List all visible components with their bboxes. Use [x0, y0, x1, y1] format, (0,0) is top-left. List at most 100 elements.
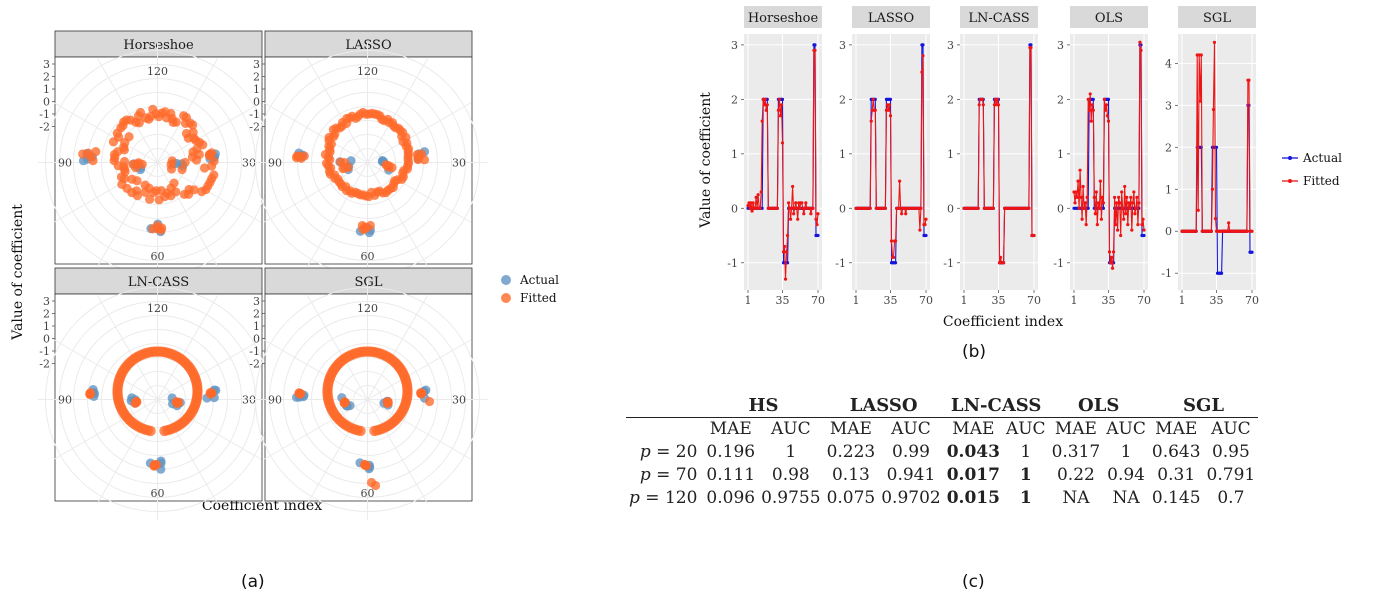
- angle-label: 90: [58, 394, 72, 407]
- angle-label: 60: [361, 250, 375, 263]
- series-point-fitted: [868, 206, 872, 210]
- radial-tick-label: 3: [43, 58, 50, 71]
- y-tick-label: 2: [1165, 141, 1172, 154]
- table-subheader: AUC: [1103, 417, 1149, 441]
- radial-tick-label: -1: [249, 108, 260, 121]
- grid-spoke: [367, 295, 428, 400]
- table-subheader: AUC: [758, 417, 824, 441]
- series-point-fitted: [891, 255, 896, 259]
- row-label-equals: =: [639, 488, 665, 508]
- data-point: [83, 148, 93, 158]
- series-point-fitted: [871, 97, 875, 101]
- row-label: p = 20: [626, 441, 703, 464]
- legend-label-fitted: Fitted: [520, 291, 557, 305]
- series-point-fitted: [1096, 201, 1100, 205]
- row-label-variable: p: [629, 488, 640, 508]
- grid-spoke: [367, 162, 428, 267]
- data-point: [188, 147, 198, 157]
- series-point-fitted: [758, 206, 762, 210]
- radial-tick-label: -2: [249, 121, 260, 134]
- metrics-table: HS LASSO LN-CASS OLS SGL MAE AUC MAE AUC…: [626, 394, 1259, 510]
- data-point: [91, 147, 101, 157]
- grid-spoke: [157, 102, 262, 163]
- point-group: [291, 107, 430, 238]
- series-point-fitted: [763, 97, 767, 101]
- panel-strip: [264, 267, 473, 295]
- series-point-actual: [780, 97, 785, 101]
- panel-strip: [1178, 6, 1256, 28]
- table-cell: 0.7: [1217, 488, 1245, 508]
- table-cell: 1: [1120, 442, 1132, 462]
- table-cell: 0.99: [892, 442, 930, 462]
- series-point-fitted: [748, 206, 752, 210]
- panel-strip: [852, 6, 930, 28]
- grid-spoke: [157, 162, 218, 267]
- caption-c: (c): [962, 572, 985, 592]
- radial-tick-label: 1: [43, 320, 50, 333]
- line-panel: OLS -1 0 1 2 3 1 35 70: [1053, 6, 1151, 307]
- data-point: [192, 383, 203, 394]
- series-point-fitted: [1078, 168, 1082, 172]
- grid-spoke: [97, 295, 158, 400]
- series-point-fitted: [893, 239, 898, 243]
- data-point: [85, 388, 95, 398]
- angle-label: 60: [361, 487, 375, 500]
- series-point-fitted: [1082, 206, 1086, 210]
- data-point: [131, 397, 141, 407]
- panel-title: LN-CASS: [128, 275, 189, 290]
- series-point-fitted: [1001, 261, 1006, 265]
- series-point-fitted: [1136, 223, 1140, 227]
- series-point-fitted: [762, 103, 766, 107]
- x-tick-label: 35: [1101, 294, 1115, 307]
- x-tick-label: 1: [1179, 294, 1186, 307]
- series-point-fitted: [1213, 217, 1218, 221]
- series-point-fitted: [869, 119, 873, 123]
- data-point: [206, 161, 217, 171]
- grid-spoke: [307, 58, 368, 163]
- x-axis-label: Coefficient index: [202, 498, 322, 514]
- series-point-fitted: [980, 97, 984, 101]
- series-point-fitted: [1125, 195, 1129, 200]
- angle-label: 30: [452, 157, 466, 170]
- y-tick-label: 2: [947, 93, 954, 106]
- x-tick-label: 1: [853, 294, 860, 307]
- series-point-fitted: [765, 103, 769, 107]
- radial-tick-label: 2: [253, 71, 260, 84]
- data-point: [383, 162, 393, 172]
- series-point-fitted: [1027, 206, 1031, 210]
- series-point-actual: [785, 261, 790, 265]
- series-point-actual: [1219, 271, 1224, 275]
- data-point: [152, 224, 163, 234]
- data-point: [369, 425, 380, 437]
- series-point-fitted: [923, 223, 927, 227]
- panel-strip: [960, 6, 1038, 28]
- point-group: [85, 346, 221, 474]
- series-point-fitted: [1131, 201, 1135, 205]
- data-point: [191, 155, 202, 165]
- series-point-fitted: [1107, 250, 1112, 254]
- series-point-fitted: [1129, 195, 1133, 200]
- data-point: [383, 397, 393, 407]
- y-tick-label: 0: [839, 202, 846, 215]
- series-point-fitted: [754, 195, 758, 200]
- x-tick-label: 70: [919, 294, 933, 307]
- table-cell: NA: [1062, 488, 1090, 508]
- series-point-fitted: [1077, 206, 1081, 210]
- series-point-fitted: [798, 206, 802, 210]
- series-point-fitted: [779, 103, 784, 107]
- radial-tick-label: 1: [253, 83, 260, 96]
- data-point: [128, 159, 138, 169]
- grid-spoke: [157, 58, 218, 163]
- series-point-fitted: [1128, 206, 1132, 210]
- series-point-fitted: [1097, 206, 1101, 210]
- legend-label-actual: Actual: [519, 273, 559, 287]
- series-point-fitted: [1137, 201, 1141, 205]
- radial-tick-label: 2: [43, 71, 50, 84]
- polar-scatter-chart: Value of coefficient Coefficient index H…: [10, 30, 559, 520]
- series-point-fitted: [1139, 48, 1143, 52]
- legend: Actual Fitted: [1282, 151, 1342, 188]
- series-point-fitted: [1140, 223, 1144, 227]
- data-point: [199, 163, 210, 173]
- series-point-fitted: [809, 212, 813, 216]
